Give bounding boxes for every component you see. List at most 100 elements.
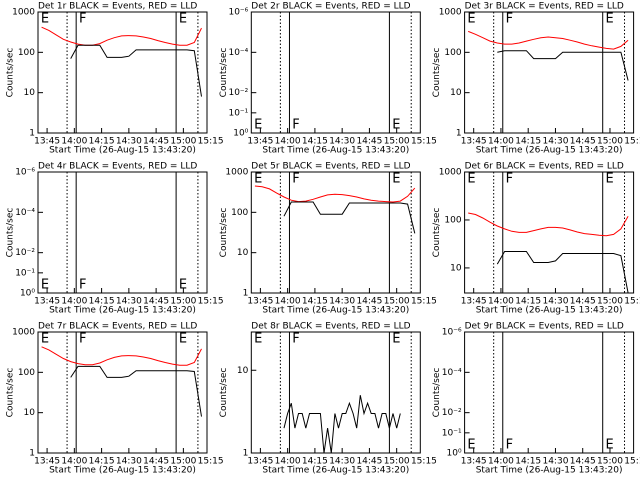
x-tick-label: 14:15 (89, 137, 115, 147)
y-tick-label: 10⁰ (233, 129, 248, 139)
x-axis-label: Start Time (26-Aug-15 13:43:20) (49, 466, 196, 476)
x-tick-label: 14:00 (61, 137, 87, 147)
y-tick-label: 1 (29, 129, 35, 139)
y-tick-label: 100 (231, 208, 248, 218)
event-label: E (179, 332, 187, 347)
y-tick-label: 10⁻¹ (442, 428, 462, 438)
y-tick-label: 1 (243, 449, 249, 459)
series-line (468, 30, 629, 50)
x-tick-label: 13:45 (461, 137, 487, 147)
x-tick-label: 15:00 (597, 457, 623, 467)
x-tick-label: 15:15 (411, 457, 437, 467)
y-tick-label: 10⁻⁴ (15, 208, 35, 218)
event-label: E (392, 118, 400, 133)
x-tick-label: 15:00 (597, 137, 623, 147)
x-tick-label: 15:00 (170, 137, 196, 147)
y-axis-label: Counts/sec (219, 208, 229, 258)
plot-frame (250, 331, 421, 454)
y-tick-label: 10 (237, 366, 249, 376)
y-axis-label: Counts/sec (6, 48, 16, 98)
x-tick-label: 14:15 (515, 457, 541, 467)
event-label: F (79, 12, 86, 27)
event-label: E (467, 172, 475, 187)
event-label: E (606, 172, 614, 187)
y-tick-label: 10⁻² (15, 248, 35, 258)
y-tick-label: 10⁻⁴ (442, 368, 462, 378)
x-tick-label: 14:00 (275, 297, 301, 307)
x-tick-label: 13:45 (34, 137, 60, 147)
plot-frame (464, 11, 635, 134)
x-tick-label: 14:00 (61, 297, 87, 307)
y-tick-label: 100 (444, 48, 461, 58)
y-tick-label: 1000 (439, 8, 462, 18)
x-tick-label: 15:15 (198, 297, 224, 307)
plot-frame (37, 171, 208, 294)
event-label: E (606, 12, 614, 27)
y-tick-label: 10⁻⁶ (15, 168, 35, 178)
x-tick-label: 15:00 (384, 137, 410, 147)
x-tick-label: 15:15 (624, 457, 640, 467)
x-tick-label: 15:00 (170, 457, 196, 467)
y-tick-label: 10 (450, 88, 462, 98)
plot-frame (37, 331, 208, 454)
event-label: F (506, 12, 513, 27)
y-tick-label: 10 (450, 263, 462, 273)
y-tick-label: 10⁻² (228, 88, 248, 98)
event-label: E (41, 332, 49, 347)
x-tick-label: 14:00 (275, 137, 301, 147)
series-line (468, 212, 629, 237)
y-tick-label: 10⁰ (20, 289, 35, 299)
x-axis-label: Start Time (26-Aug-15 13:43:20) (262, 146, 409, 156)
x-tick-label: 13:45 (34, 297, 60, 307)
panel-title: Det 4r BLACK = Events, RED = LLD (38, 162, 197, 172)
x-tick-label: 14:45 (143, 457, 169, 467)
event-label: E (254, 118, 262, 133)
x-tick-label: 15:15 (624, 297, 640, 307)
x-tick-label: 15:00 (384, 297, 410, 307)
x-tick-label: 14:15 (515, 137, 541, 147)
x-tick-label: 13:45 (461, 297, 487, 307)
x-tick-label: 14:45 (356, 297, 382, 307)
x-tick-label: 15:15 (411, 137, 437, 147)
x-tick-label: 14:30 (329, 297, 355, 307)
x-tick-label: 14:15 (302, 137, 328, 147)
y-tick-label: 100 (18, 48, 35, 58)
event-label: E (392, 332, 400, 347)
event-label: E (254, 332, 262, 347)
y-axis-label: Counts/sec (432, 368, 442, 418)
x-tick-label: 14:45 (570, 457, 596, 467)
panel-title: Det 3r BLACK = Events, RED = LLD (465, 2, 624, 12)
x-tick-label: 14:45 (143, 137, 169, 147)
x-tick-label: 14:15 (515, 297, 541, 307)
event-label: E (179, 12, 187, 27)
x-tick-label: 14:45 (143, 297, 169, 307)
y-tick-label: 10⁻¹ (228, 108, 248, 118)
y-tick-label: 10 (24, 88, 36, 98)
event-label: E (254, 172, 262, 187)
panel-title: Det 1r BLACK = Events, RED = LLD (38, 2, 197, 12)
event-label: E (179, 278, 187, 293)
x-tick-label: 14:00 (488, 297, 514, 307)
x-tick-label: 14:00 (275, 457, 301, 467)
panel-title: Det 9r BLACK = Events, RED = LLD (465, 322, 624, 332)
event-label: F (506, 172, 513, 187)
x-tick-label: 14:15 (302, 457, 328, 467)
y-tick-label: 10⁻⁶ (228, 8, 248, 18)
y-tick-label: 1000 (12, 328, 35, 338)
x-tick-label: 14:30 (116, 137, 142, 147)
x-tick-label: 14:00 (61, 457, 87, 467)
event-label: E (606, 438, 614, 453)
x-tick-label: 15:15 (198, 457, 224, 467)
panel-title: Det 6r BLACK = Events, RED = LLD (465, 162, 624, 172)
event-label: F (292, 332, 299, 347)
series-line (283, 201, 416, 234)
series-line (496, 251, 629, 294)
y-tick-label: 100 (18, 368, 35, 378)
y-tick-label: 1000 (225, 168, 248, 178)
plot-frame (464, 331, 635, 454)
x-tick-label: 15:00 (384, 457, 410, 467)
series-line (283, 395, 401, 454)
y-tick-label: 10⁻⁴ (228, 48, 248, 58)
event-label: E (467, 438, 475, 453)
panel-title: Det 7r BLACK = Events, RED = LLD (38, 322, 197, 332)
